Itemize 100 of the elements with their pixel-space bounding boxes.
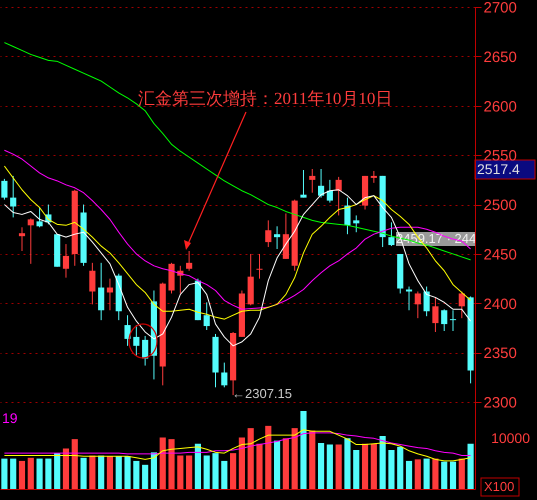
- bar: [424, 458, 430, 489]
- bar: [116, 456, 122, 489]
- bar: [177, 455, 184, 489]
- candlestick: [1, 178, 8, 200]
- bar: [432, 458, 438, 489]
- bar: [45, 458, 52, 489]
- y-tick-label: 2600: [484, 98, 517, 116]
- candlestick: [432, 296, 438, 332]
- candlestick: [62, 244, 70, 278]
- y-tick-label: 2350: [484, 345, 517, 362]
- candlestick: [142, 335, 148, 366]
- text: 10000: [491, 430, 530, 446]
- candlestick: [458, 290, 465, 319]
- candlestick: [106, 278, 114, 311]
- candlestick: [353, 214, 360, 233]
- bar: [458, 458, 465, 489]
- bar: [353, 450, 360, 489]
- bar: [133, 460, 140, 489]
- bar: [142, 464, 148, 489]
- candlestick: [274, 226, 280, 250]
- candlestick: [370, 170, 377, 184]
- bar: [300, 411, 307, 489]
- bar: [160, 438, 166, 489]
- bar: [212, 453, 219, 489]
- y-tick-label: 2650: [484, 48, 517, 66]
- bar: [10, 458, 16, 489]
- bar: [72, 439, 78, 489]
- candlestick: [300, 169, 307, 198]
- bar: [54, 453, 60, 489]
- bar: [204, 455, 210, 489]
- y-tick-label: 2700: [484, 0, 517, 16]
- text: 2517.4: [477, 161, 520, 177]
- candlestick: [89, 262, 96, 305]
- bar: [186, 455, 192, 489]
- bar: [380, 436, 386, 489]
- candlestick: [388, 222, 395, 247]
- bar: [28, 458, 34, 489]
- bar: [282, 438, 289, 489]
- bar: [388, 450, 395, 489]
- annotation: 19: [2, 410, 18, 426]
- bar: [256, 444, 263, 489]
- bar: [124, 456, 131, 489]
- bar: [238, 438, 245, 489]
- bar: [406, 460, 412, 489]
- candlestick: [18, 226, 26, 252]
- bar: [1, 458, 8, 489]
- bar: [397, 446, 404, 489]
- candlestick: [256, 253, 263, 280]
- bar: [62, 448, 70, 489]
- y-tick-label: 2500: [484, 197, 517, 214]
- bar: [450, 462, 456, 489]
- bar: [248, 428, 254, 489]
- candlestick: [204, 302, 210, 331]
- candlestick: [309, 168, 316, 194]
- annotation: 汇金第三次增持：2011年10月10日: [138, 89, 392, 108]
- bar: [168, 439, 175, 489]
- bar: [344, 438, 351, 489]
- bar: [18, 460, 26, 489]
- bar: [318, 442, 324, 489]
- bar: [336, 444, 342, 489]
- bar: [309, 430, 316, 489]
- bar: [98, 455, 104, 489]
- bar: [292, 428, 298, 489]
- candlestick: [265, 220, 272, 248]
- bar: [106, 456, 114, 489]
- bar: [36, 458, 43, 489]
- bar: [230, 453, 236, 489]
- candlestick: [36, 207, 43, 228]
- candlestick: [28, 218, 34, 264]
- candlestick: [326, 179, 333, 204]
- y-tick-label: 2400: [484, 296, 517, 313]
- bar: [265, 426, 272, 489]
- candlestick: [221, 362, 228, 388]
- candlestick: [344, 197, 351, 235]
- candlestick: [124, 314, 131, 346]
- bar: [274, 440, 280, 489]
- annotation: ←2307.15: [232, 386, 292, 401]
- bar: [221, 460, 228, 489]
- candlestick: [406, 286, 412, 311]
- bar: [150, 452, 158, 489]
- bar: [194, 444, 201, 489]
- bar: [468, 444, 474, 489]
- y-tick-label: 2300: [484, 394, 517, 412]
- bar: [414, 459, 421, 489]
- candlestick: [441, 308, 448, 332]
- candlestick: [450, 310, 456, 332]
- candlestick: [133, 324, 140, 356]
- candlestick: [186, 250, 192, 272]
- bar: [80, 458, 87, 489]
- candlestick: [10, 175, 16, 218]
- candlestick: [414, 290, 421, 319]
- bar: [441, 462, 448, 489]
- text: X100: [484, 479, 514, 494]
- bar: [362, 444, 368, 489]
- y-tick-label: 2450: [484, 246, 517, 264]
- bar: [89, 455, 96, 489]
- candlestick: [424, 286, 430, 317]
- candlestick: [98, 262, 104, 321]
- bar: [326, 444, 333, 489]
- bar: [370, 444, 377, 489]
